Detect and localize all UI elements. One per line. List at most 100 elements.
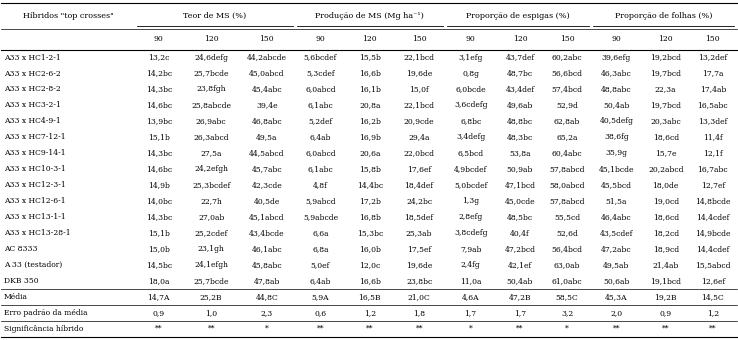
Text: 18,6cd: 18,6cd: [652, 133, 679, 141]
Text: 22,7h: 22,7h: [200, 197, 222, 205]
Text: 39,4e: 39,4e: [256, 101, 277, 109]
Text: Média: Média: [4, 293, 28, 301]
Text: A33 x HC12-3-1: A33 x HC12-3-1: [4, 181, 66, 189]
Text: 47,1bcd: 47,1bcd: [505, 181, 536, 189]
Text: 18,9cd: 18,9cd: [652, 245, 679, 253]
Text: 15,1b: 15,1b: [148, 133, 170, 141]
Text: 5,3cdef: 5,3cdef: [306, 70, 335, 78]
Text: 50,4ab: 50,4ab: [507, 277, 533, 285]
Text: 14,2bc: 14,2bc: [146, 70, 172, 78]
Text: 19,2bcd: 19,2bcd: [650, 54, 681, 62]
Text: 18,2cd: 18,2cd: [652, 229, 679, 237]
Text: 45,0cde: 45,0cde: [505, 197, 535, 205]
Text: 45,7abc: 45,7abc: [252, 165, 282, 173]
Text: 19,6de: 19,6de: [406, 261, 432, 269]
Text: A33 x HC2-8-2: A33 x HC2-8-2: [4, 85, 61, 94]
Text: 16,2b: 16,2b: [359, 117, 381, 125]
Text: 14,9bcde: 14,9bcde: [695, 229, 731, 237]
Text: **: **: [155, 325, 162, 333]
Text: 35,9g: 35,9g: [605, 149, 627, 157]
Text: 22,1bcd: 22,1bcd: [404, 54, 435, 62]
Text: 14,3bc: 14,3bc: [145, 85, 172, 94]
Text: 57,8abcd: 57,8abcd: [549, 197, 585, 205]
Text: 5,6bcdef: 5,6bcdef: [304, 54, 337, 62]
Text: 19,2B: 19,2B: [655, 293, 677, 301]
Text: 150: 150: [412, 35, 427, 43]
Text: **: **: [366, 325, 373, 333]
Text: 5,2def: 5,2def: [308, 117, 333, 125]
Text: 120: 120: [513, 35, 527, 43]
Text: 3,1efg: 3,1efg: [458, 54, 483, 62]
Text: 0,9: 0,9: [153, 309, 165, 317]
Text: 15,0f: 15,0f: [410, 85, 429, 94]
Text: 42,3cde: 42,3cde: [252, 181, 283, 189]
Text: 0,6: 0,6: [314, 309, 327, 317]
Text: 4,9bcdef: 4,9bcdef: [454, 165, 487, 173]
Text: 45,5bcd: 45,5bcd: [601, 181, 632, 189]
Text: 19,6de: 19,6de: [406, 70, 432, 78]
Text: 14,7A: 14,7A: [148, 293, 170, 301]
Text: 15,1b: 15,1b: [148, 229, 170, 237]
Text: 17,4ab: 17,4ab: [700, 85, 726, 94]
Text: A33 x HC13-28-1: A33 x HC13-28-1: [4, 229, 70, 237]
Text: Proporção de espigas (%): Proporção de espigas (%): [466, 12, 570, 20]
Text: 1,2: 1,2: [364, 309, 376, 317]
Text: A33 x HC2-6-2: A33 x HC2-6-2: [4, 70, 61, 78]
Text: A33 x HC7-12-1: A33 x HC7-12-1: [4, 133, 66, 141]
Text: 19,1bcd: 19,1bcd: [650, 277, 681, 285]
Text: 50,6ab: 50,6ab: [603, 277, 630, 285]
Text: 5,9A: 5,9A: [311, 293, 329, 301]
Text: **: **: [516, 325, 524, 333]
Text: 6,8bc: 6,8bc: [460, 117, 481, 125]
Text: A33 x HC12-6-1: A33 x HC12-6-1: [4, 197, 66, 205]
Text: 11,4f: 11,4f: [703, 133, 723, 141]
Text: 4,6A: 4,6A: [462, 293, 480, 301]
Text: 25,3bcdef: 25,3bcdef: [192, 181, 230, 189]
Text: 15,0b: 15,0b: [148, 245, 170, 253]
Text: 4,8f: 4,8f: [313, 181, 328, 189]
Text: 20,8a: 20,8a: [359, 101, 381, 109]
Text: 6,1abc: 6,1abc: [308, 165, 334, 173]
Text: 22,1bcd: 22,1bcd: [404, 101, 435, 109]
Text: 29,4a: 29,4a: [408, 133, 430, 141]
Text: 26,3abcd: 26,3abcd: [193, 133, 229, 141]
Text: 52,9d: 52,9d: [556, 101, 578, 109]
Text: 16,5B: 16,5B: [359, 293, 381, 301]
Text: 14,5C: 14,5C: [702, 293, 724, 301]
Text: 27,0ab: 27,0ab: [198, 213, 224, 221]
Text: 6,8a: 6,8a: [312, 245, 329, 253]
Text: 14,9b: 14,9b: [148, 181, 170, 189]
Text: 26,9abc: 26,9abc: [196, 117, 227, 125]
Text: 48,3bc: 48,3bc: [507, 133, 533, 141]
Text: 49,6ab: 49,6ab: [507, 101, 533, 109]
Text: 14,3bc: 14,3bc: [145, 213, 172, 221]
Text: 16,8b: 16,8b: [359, 213, 381, 221]
Text: 1,3g: 1,3g: [462, 197, 479, 205]
Text: 17,5ef: 17,5ef: [407, 245, 431, 253]
Text: 46,3abc: 46,3abc: [601, 70, 632, 78]
Text: *: *: [469, 325, 472, 333]
Text: 56,4bcd: 56,4bcd: [551, 245, 582, 253]
Text: 23,8fgh: 23,8fgh: [196, 85, 226, 94]
Text: 5,0bcdef: 5,0bcdef: [454, 181, 487, 189]
Text: Significância híbrido: Significância híbrido: [4, 325, 83, 333]
Text: 25,2cdef: 25,2cdef: [195, 229, 228, 237]
Text: AC 8333: AC 8333: [4, 245, 37, 253]
Text: 15,7e: 15,7e: [655, 149, 677, 157]
Text: 21,0C: 21,0C: [408, 293, 430, 301]
Text: 23,8bc: 23,8bc: [406, 277, 432, 285]
Text: 45,4abc: 45,4abc: [252, 85, 282, 94]
Text: 16,6b: 16,6b: [359, 277, 381, 285]
Text: 90: 90: [466, 35, 475, 43]
Text: 19,7bcd: 19,7bcd: [650, 101, 681, 109]
Text: 11,0a: 11,0a: [460, 277, 481, 285]
Text: 14,4bc: 14,4bc: [356, 181, 383, 189]
Text: 63,0ab: 63,0ab: [554, 261, 580, 269]
Text: 19,0cd: 19,0cd: [652, 197, 679, 205]
Text: **: **: [415, 325, 423, 333]
Text: 19,7bcd: 19,7bcd: [650, 70, 681, 78]
Text: 6,4ab: 6,4ab: [310, 133, 331, 141]
Text: Híbridos "top crosses": Híbridos "top crosses": [23, 12, 114, 20]
Text: 43,4def: 43,4def: [506, 85, 534, 94]
Text: 20,3abc: 20,3abc: [650, 117, 681, 125]
